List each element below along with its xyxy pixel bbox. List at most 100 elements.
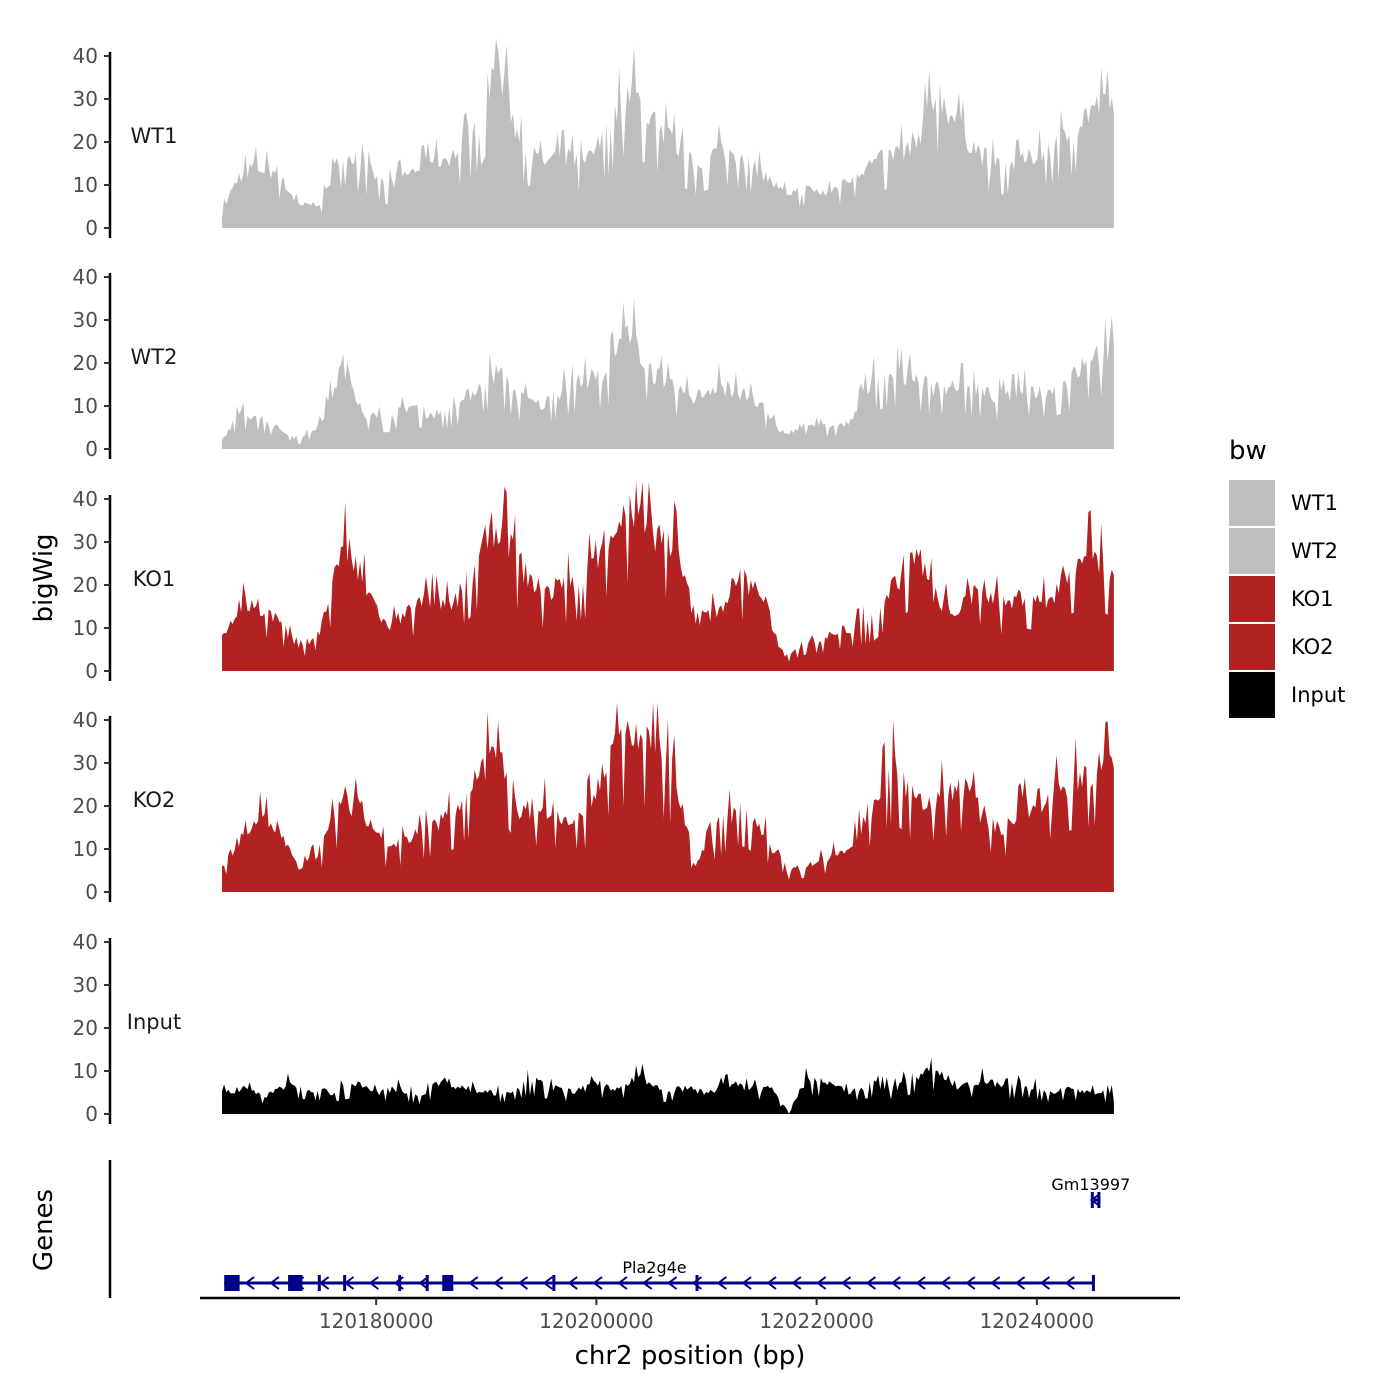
genes-axis-title: Genes [29,1189,59,1271]
y-tick-label: 10 [73,1059,98,1083]
strand-arrow [691,1276,703,1290]
y-tick-label: 40 [73,265,98,289]
strand-arrow [766,1276,777,1290]
strand-arrow [865,1276,877,1290]
legend-swatch-ko1 [1229,576,1275,622]
strand-arrow [1014,1276,1026,1290]
strand-arrow [940,1276,951,1290]
strand-arrow [666,1276,678,1290]
legend-title: bw [1229,436,1267,466]
y-tick-label: 0 [85,437,98,461]
strand-arrow [990,1276,1001,1290]
y-tick-label: 0 [85,216,98,240]
y-tick-label: 0 [85,880,98,904]
legend-swatch-ko2 [1229,624,1275,670]
track-label: KO2 [133,788,176,812]
gene-label: Gm13997 [1051,1175,1130,1194]
strand-arrow [890,1276,901,1290]
exon-block [288,1275,303,1291]
track-ko1: 0 10 20 30 40 KO1 [73,481,1114,683]
legend-label-wt1: WT1 [1291,491,1338,515]
signal-area-wt2 [222,298,1114,449]
strand-arrow [1064,1276,1075,1290]
strand-arrow [617,1276,628,1290]
track-input: 0 10 20 30 40 Input [73,930,1114,1126]
y-tick-label: 20 [73,1016,98,1040]
strand-arrow [468,1276,479,1290]
track-label: KO1 [133,567,176,591]
exon-block [224,1275,240,1291]
y-tick-label: 10 [73,394,98,418]
legend-label-wt2: WT2 [1291,539,1338,563]
strand-arrow [592,1276,603,1290]
x-tick-label: 120200000 [539,1309,654,1333]
x-tick-label: 120220000 [759,1309,874,1333]
track-wt2: 0 10 20 30 40 WT2 [73,265,1114,461]
y-tick-label: 30 [73,530,98,554]
gene-annotation-panel: Pla2g4e Gm13997 [108,1160,1130,1298]
legend-swatch-input [1229,672,1275,718]
y-tick-label: 30 [73,751,98,775]
y-tick-label: 20 [73,794,98,818]
strand-arrow [642,1276,653,1290]
y-tick-label: 10 [73,616,98,640]
track-label: Input [127,1010,181,1034]
x-axis: 120180000 120200000 120220000 120240000 [200,1296,1180,1333]
y-tick-label: 20 [73,573,98,597]
legend: bw WT1 WT2 KO1 KO2 Input [1229,436,1345,718]
strand-arrow [791,1276,802,1290]
track-ko2: 0 10 20 30 40 KO2 [73,702,1114,904]
signal-area-ko2 [222,702,1114,892]
y-tick-label: 20 [73,351,98,375]
legend-label-ko2: KO2 [1291,635,1334,659]
strand-arrow [1039,1276,1050,1290]
bigwig-tracks: 0 10 20 30 40 WT1 0 10 20 30 40 WT2 0 10 20 30 40 KO1 0 10 2… [73,38,1114,1126]
exon-block [317,1275,321,1291]
strand-arrow [492,1276,504,1290]
exon-block [552,1275,556,1291]
y-tick-label: 20 [73,130,98,154]
strand-arrow [418,1276,429,1290]
strand-arrow [840,1276,852,1290]
signal-area-wt1 [222,38,1114,228]
y-tick-label: 40 [73,44,98,68]
signal-area-input [222,1057,1114,1114]
x-tick-label: 120180000 [319,1309,434,1333]
legend-swatch-wt2 [1229,528,1275,574]
x-tick-label: 120240000 [980,1309,1095,1333]
y-tick-label: 40 [73,708,98,732]
gene-pla2g4e: Pla2g4e [224,1258,1095,1291]
track-label: WT1 [131,124,178,148]
strand-arrow [517,1276,529,1290]
strand-arrow [716,1276,727,1290]
y-tick-label: 30 [73,87,98,111]
y-tick-label: 40 [73,930,98,954]
legend-label-input: Input [1291,683,1345,707]
y-tick-label: 40 [73,487,98,511]
y-tick-label: 30 [73,308,98,332]
exon-block [398,1275,402,1291]
exon-block [343,1275,347,1291]
gene-gm13997: Gm13997 [1051,1175,1130,1208]
strand-arrow [965,1276,976,1290]
exon-block [425,1275,429,1291]
track-wt1: 0 10 20 30 40 WT1 [73,38,1114,240]
strand-arrow [816,1276,827,1290]
strand-arrow [368,1276,379,1290]
strand-arrow [741,1276,752,1290]
exon-block [1090,1192,1094,1208]
y-tick-label: 10 [73,837,98,861]
y-axis-title: bigWig [29,533,59,622]
exon-block [442,1275,454,1291]
strand-arrow [269,1276,280,1290]
strand-arrow [542,1276,553,1290]
exon-block [695,1275,699,1291]
strand-arrow [244,1276,255,1290]
legend-label-ko1: KO1 [1291,587,1334,611]
y-tick-label: 30 [73,973,98,997]
legend-swatch-wt1 [1229,480,1275,526]
exon-block [1091,1275,1095,1291]
signal-area-ko1 [222,481,1114,671]
x-axis-title: chr2 position (bp) [575,1341,806,1371]
